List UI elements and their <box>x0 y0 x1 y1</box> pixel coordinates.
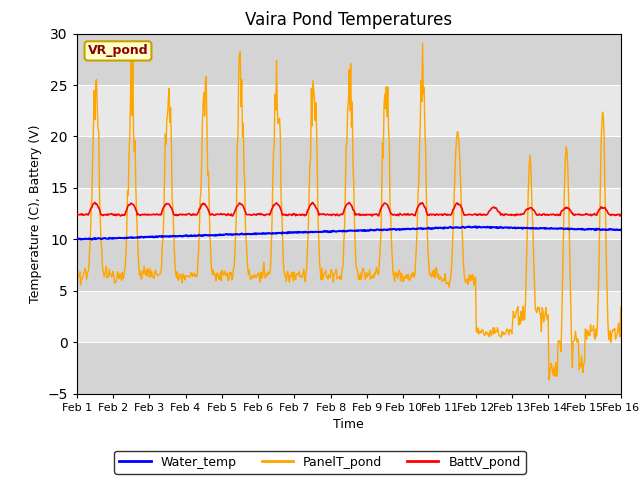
Bar <box>77 85 621 136</box>
Bar <box>77 34 621 85</box>
Bar <box>77 342 621 394</box>
Title: Vaira Pond Temperatures: Vaira Pond Temperatures <box>245 11 452 29</box>
Bar <box>77 188 621 240</box>
Legend: Water_temp, PanelT_pond, BattV_pond: Water_temp, PanelT_pond, BattV_pond <box>115 451 525 474</box>
X-axis label: Time: Time <box>333 418 364 431</box>
Text: VR_pond: VR_pond <box>88 44 148 58</box>
Y-axis label: Temperature (C), Battery (V): Temperature (C), Battery (V) <box>29 124 42 303</box>
Bar <box>77 136 621 188</box>
Bar <box>77 240 621 291</box>
Bar <box>77 291 621 342</box>
